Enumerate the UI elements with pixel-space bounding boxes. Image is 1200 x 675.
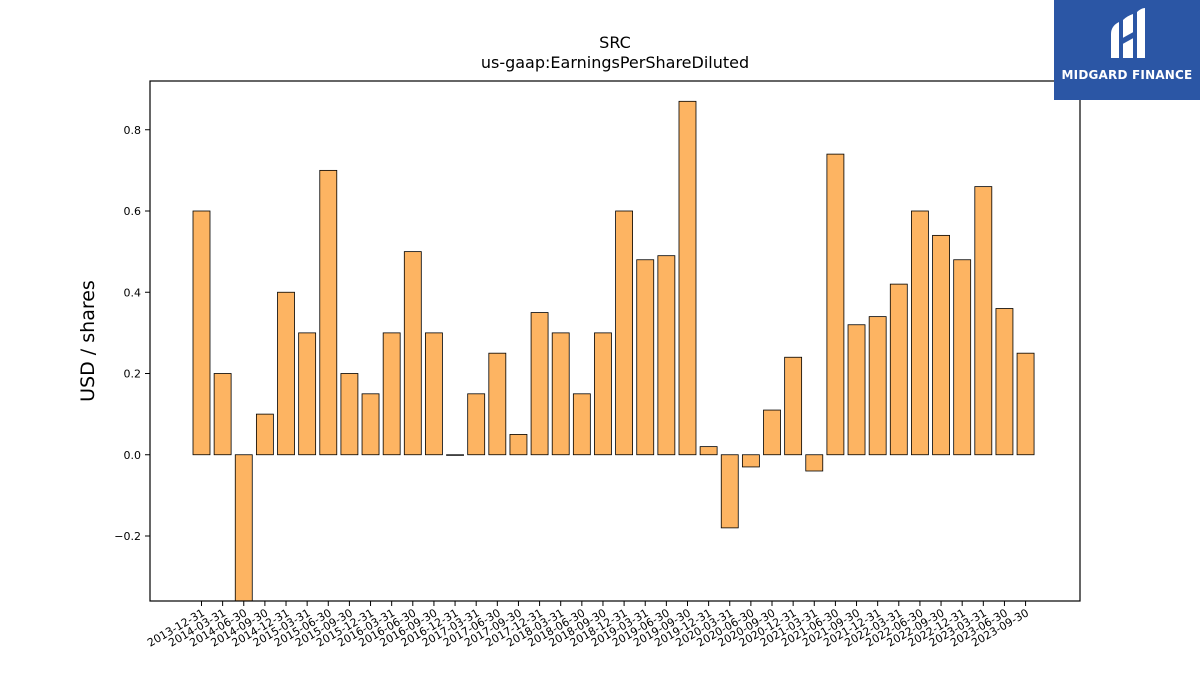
bar-2022-12-31 [953, 259, 972, 456]
bar-2013-12-31 [192, 210, 211, 456]
bar-2017-12-31 [530, 312, 549, 456]
bar-2020-12-31 [784, 356, 803, 456]
bar-2016-03-31 [382, 332, 401, 456]
bars [192, 100, 1035, 602]
x-axis-ticks: 2013-12-312014-03-312014-06-302014-09-30… [145, 601, 1031, 650]
y-axis-ticks: −0.2 0.0 0.2 0.4 0.6 0.8 [114, 124, 150, 543]
y-tick-label: 0.8 [124, 124, 142, 137]
midgard-finance-logo: MIDGARD FINANCE [1054, 0, 1200, 100]
bar-2014-03-31 [213, 373, 232, 456]
y-axis-label: USD / shares [77, 280, 99, 402]
y-tick-label: 0.2 [124, 368, 142, 381]
bar-2023-03-31 [974, 186, 993, 456]
bar-2017-06-30 [488, 352, 507, 456]
bar-2018-06-30 [572, 393, 591, 456]
bar-2023-06-30 [995, 308, 1014, 456]
plot-frame [149, 80, 1081, 602]
bar-2022-06-30 [911, 210, 929, 456]
bar-2019-09-30 [678, 100, 697, 456]
bar-2017-09-30 [509, 434, 528, 456]
y-tick-label: 0.6 [124, 205, 142, 218]
bar-2018-09-30 [594, 332, 612, 456]
bar-2014-06-30 [234, 454, 253, 602]
bar-2023-09-30 [1016, 352, 1035, 456]
y-tick-label: −0.2 [114, 530, 141, 543]
bar-2021-06-30 [826, 153, 845, 456]
bar-2016-12-31 [446, 454, 464, 456]
bar-2021-03-31 [805, 454, 824, 472]
logo-text: MIDGARD FINANCE [1061, 68, 1193, 82]
bar-2019-12-31 [699, 446, 718, 456]
bar-2019-03-31 [636, 259, 655, 456]
bar-2015-03-31 [298, 332, 317, 456]
bar-2019-06-30 [657, 255, 676, 456]
bar-2022-09-30 [932, 234, 950, 456]
bar-2021-12-31 [868, 316, 887, 456]
y-tick-label: 0.4 [124, 286, 142, 299]
bar-2015-12-31 [361, 393, 380, 456]
bar-2015-09-30 [340, 373, 359, 456]
bar-2015-06-30 [319, 169, 338, 456]
bar-2018-12-31 [615, 210, 633, 456]
bar-2014-09-30 [255, 413, 274, 456]
bar-2017-03-31 [467, 393, 486, 456]
bar-2018-03-31 [551, 332, 570, 456]
chart-title: SRC [599, 33, 631, 52]
bar-2014-12-31 [277, 291, 295, 456]
bar-2022-03-31 [889, 283, 908, 456]
bar-2021-09-30 [847, 324, 866, 456]
midgard-logo-icon [1111, 8, 1145, 58]
bar-2020-03-31 [720, 454, 739, 529]
bar-2016-09-30 [425, 332, 443, 456]
bar-2020-09-30 [763, 409, 781, 456]
y-tick-label: 0.0 [124, 449, 142, 462]
bar-2016-06-30 [403, 251, 422, 456]
chart-subtitle: us-gaap:EarningsPerShareDiluted [481, 53, 749, 72]
bar-2020-06-30 [741, 454, 760, 468]
